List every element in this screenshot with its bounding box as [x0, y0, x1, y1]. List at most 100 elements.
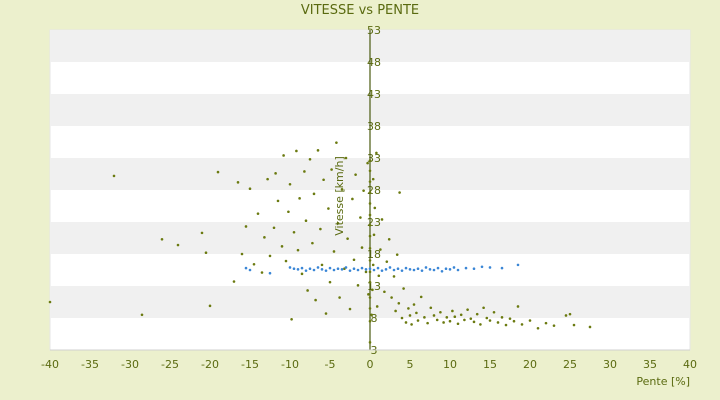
data-point — [351, 197, 354, 201]
data-point — [432, 268, 436, 272]
data-point — [48, 300, 52, 304]
x-tick-label: -15 — [241, 358, 259, 371]
y-tick-label: 48 — [367, 56, 381, 69]
data-point — [459, 313, 463, 317]
data-point — [416, 319, 420, 322]
data-point — [466, 308, 469, 311]
data-point — [248, 187, 252, 191]
data-point — [380, 218, 384, 221]
x-tick-label: -35 — [81, 358, 99, 371]
data-point — [445, 316, 449, 319]
y-tick-label: 8 — [371, 312, 378, 325]
x-axis-label: Pente [%] — [636, 375, 690, 388]
data-point — [324, 312, 328, 315]
data-point — [295, 149, 298, 153]
x-tick-label: 10 — [443, 358, 457, 371]
data-point — [373, 206, 377, 210]
y-tick-label: 43 — [367, 88, 381, 101]
data-point — [412, 268, 416, 272]
data-point — [512, 319, 516, 323]
data-point — [428, 268, 432, 271]
data-point — [508, 317, 512, 320]
data-point — [368, 259, 372, 262]
data-point — [383, 290, 386, 294]
data-point — [362, 189, 365, 192]
data-point — [260, 271, 264, 274]
data-point — [480, 265, 484, 269]
data-point — [377, 274, 381, 278]
data-point — [504, 323, 508, 327]
data-point — [311, 241, 314, 245]
data-point — [379, 248, 382, 251]
data-point — [419, 295, 423, 299]
data-point — [368, 307, 372, 310]
data-point — [368, 234, 372, 238]
data-point — [516, 305, 520, 308]
data-point — [316, 266, 320, 269]
data-point — [352, 258, 356, 262]
data-point — [368, 319, 372, 323]
data-point — [500, 266, 504, 270]
data-point — [408, 268, 412, 271]
data-point — [394, 309, 397, 313]
data-point — [354, 173, 357, 176]
data-point — [316, 149, 320, 152]
data-point — [429, 306, 433, 310]
data-point — [268, 254, 272, 258]
data-point — [204, 251, 208, 255]
data-point — [448, 268, 452, 271]
data-point — [444, 267, 448, 271]
data-point — [200, 231, 204, 235]
data-point — [327, 207, 330, 210]
data-point — [368, 267, 372, 271]
x-tick-label: -40 — [41, 358, 59, 371]
data-point — [423, 316, 426, 319]
data-point — [564, 314, 568, 317]
data-point — [416, 267, 420, 271]
y-axis-label: Vitesse [km/h] — [333, 156, 346, 236]
data-point — [368, 202, 372, 205]
x-tick-label: 25 — [563, 358, 577, 371]
y-tick-label: 23 — [367, 216, 381, 229]
data-point — [371, 177, 375, 181]
data-point — [330, 168, 333, 171]
data-point — [320, 263, 324, 267]
x-tick-label: -5 — [325, 358, 336, 371]
data-point — [322, 178, 325, 182]
data-point — [256, 212, 260, 215]
data-point — [536, 326, 540, 330]
data-point — [248, 268, 252, 272]
data-point — [396, 267, 400, 271]
data-point — [360, 246, 364, 249]
x-tick-label: -25 — [161, 358, 179, 371]
data-point — [375, 305, 379, 308]
x-axis-ticks: -40 -35 -30 -25 -20 -15 -10 -5 0 5 10 15 20 25 30 35 40 — [41, 358, 697, 371]
data-point — [352, 267, 356, 271]
y-tick-label: 28 — [367, 184, 381, 197]
data-point — [404, 321, 408, 324]
data-point — [359, 216, 362, 219]
data-point — [426, 321, 429, 325]
data-point — [263, 236, 266, 239]
data-point — [402, 287, 405, 290]
x-tick-label: 20 — [523, 358, 537, 371]
x-tick-label: 5 — [407, 358, 414, 371]
data-point — [552, 324, 556, 327]
data-point — [390, 296, 393, 299]
data-point — [319, 227, 322, 231]
data-point — [348, 307, 352, 311]
x-tick-label: 15 — [483, 358, 497, 371]
data-point — [395, 253, 399, 256]
data-point — [398, 191, 401, 194]
data-point — [368, 246, 372, 250]
data-point — [368, 296, 372, 299]
data-point — [400, 269, 404, 272]
data-point — [432, 314, 436, 317]
data-point — [332, 250, 336, 253]
data-point — [488, 319, 492, 322]
data-point — [463, 318, 466, 322]
data-point — [216, 170, 220, 174]
data-point — [287, 210, 290, 214]
data-point — [340, 188, 344, 191]
data-point — [372, 233, 376, 237]
